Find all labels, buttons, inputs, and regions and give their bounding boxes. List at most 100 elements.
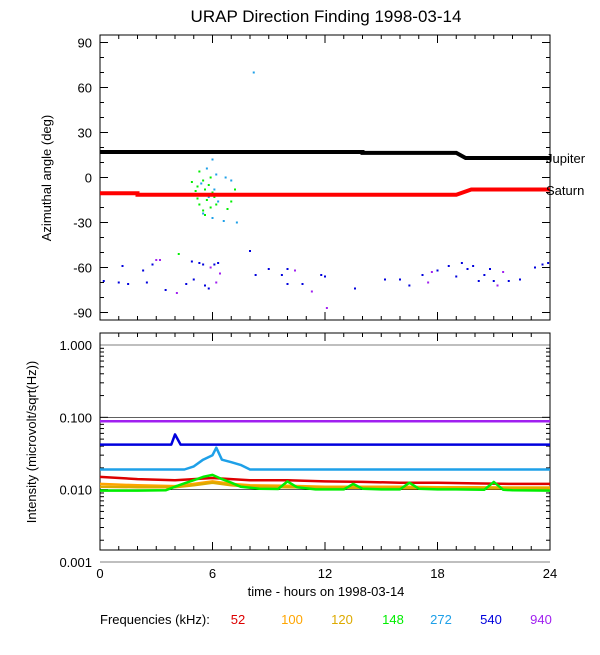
azimuth-point bbox=[460, 262, 463, 264]
legend-item-940: 940 bbox=[530, 612, 552, 627]
azimuth-point bbox=[267, 268, 270, 270]
azimuth-y-tick-label: 0 bbox=[85, 171, 92, 186]
azimuth-point bbox=[286, 268, 289, 270]
azimuth-point bbox=[217, 262, 220, 264]
azimuth-point bbox=[507, 280, 510, 282]
intensity-panel: 1.000 0.100 0.010 0.001 0 6 12 18 24 Intensity … bbox=[24, 332, 557, 599]
azimuth-point bbox=[320, 274, 323, 276]
x-axis-label: time - hours on 1998-03-14 bbox=[248, 584, 405, 599]
azimuth-y-tick-label: -30 bbox=[73, 216, 92, 231]
x-tick-label: 12 bbox=[318, 566, 332, 581]
legend-item-100: 100 bbox=[281, 612, 303, 627]
azimuth-point bbox=[185, 283, 188, 285]
azimuth-point bbox=[430, 271, 433, 273]
azimuth-point bbox=[436, 269, 439, 272]
azimuth-point bbox=[204, 284, 206, 287]
intensity-y-ticks: 1.000 0.100 0.010 0.001 bbox=[59, 338, 550, 570]
azimuth-point bbox=[155, 259, 158, 261]
azimuth-point bbox=[202, 179, 205, 182]
azimuth-point bbox=[121, 265, 124, 267]
azimuth-point bbox=[235, 221, 238, 224]
azimuth-point bbox=[204, 214, 206, 216]
azimuth-point bbox=[447, 265, 450, 267]
azimuth-point bbox=[205, 167, 208, 170]
azimuth-point bbox=[175, 292, 178, 294]
azimuth-point bbox=[325, 307, 328, 309]
azimuth-point bbox=[196, 185, 199, 188]
azimuth-point bbox=[145, 281, 148, 284]
azimuth-point bbox=[534, 266, 536, 269]
azimuth-point bbox=[213, 196, 216, 198]
legend-items: 52 100 120 148 272 540 940 bbox=[231, 612, 552, 627]
azimuth-point bbox=[421, 274, 424, 276]
azimuth-point bbox=[213, 188, 216, 191]
intensity-x-ticks: 0 6 12 18 24 bbox=[96, 333, 557, 581]
azimuth-point bbox=[301, 283, 304, 285]
azimuth-point bbox=[519, 278, 521, 281]
azimuth-y-ticks: 90 60 30 0 -30 -60 -90 bbox=[73, 36, 550, 321]
intensity-y-tick-label: 0.010 bbox=[59, 483, 92, 498]
azimuth-point bbox=[207, 287, 210, 290]
azimuth-point bbox=[249, 250, 251, 252]
azimuth-point bbox=[164, 289, 167, 291]
azimuth-x-ticks bbox=[99, 35, 551, 320]
azimuth-y-tick-label: -60 bbox=[73, 261, 92, 276]
azimuth-point bbox=[211, 217, 214, 219]
x-tick-label: 18 bbox=[430, 566, 444, 581]
azimuth-point bbox=[399, 278, 401, 281]
azimuth-point bbox=[294, 269, 296, 272]
azimuth-point bbox=[198, 203, 201, 206]
chart-title: URAP Direction Finding 1998-03-14 bbox=[191, 7, 462, 26]
azimuth-point bbox=[198, 262, 201, 264]
azimuth-point bbox=[215, 173, 218, 176]
legend-item-52: 52 bbox=[231, 612, 245, 627]
azimuth-point bbox=[215, 281, 218, 284]
series-272-khz bbox=[100, 446, 550, 471]
azimuth-point bbox=[213, 263, 216, 266]
azimuth-point bbox=[196, 197, 199, 200]
azimuth-point bbox=[427, 281, 430, 284]
legend-item-540: 540 bbox=[480, 612, 502, 627]
azimuth-point bbox=[202, 212, 205, 215]
azimuth-point bbox=[492, 280, 495, 282]
azimuth-point bbox=[234, 188, 236, 191]
azimuth-point bbox=[102, 280, 105, 282]
azimuth-point bbox=[219, 272, 221, 275]
azimuth-point bbox=[354, 287, 356, 290]
frequency-legend: Frequencies (kHz): 52 100 120 148 272 540 940 bbox=[100, 612, 552, 627]
azimuth-point bbox=[547, 262, 550, 264]
intensity-grid bbox=[100, 344, 550, 563]
azimuth-point bbox=[194, 190, 197, 192]
azimuth-point bbox=[483, 274, 486, 276]
azimuth-panel: 90 60 30 0 -30 -60 -90 Jupiter Saturn Azimutha… bbox=[39, 34, 586, 321]
azimuth-point bbox=[192, 278, 195, 281]
saturn-line bbox=[100, 187, 550, 197]
azimuth-point bbox=[230, 179, 233, 182]
azimuth-point bbox=[209, 266, 212, 269]
azimuth-point bbox=[252, 71, 255, 74]
azimuth-point bbox=[472, 265, 475, 267]
azimuth-point bbox=[209, 206, 212, 209]
azimuth-point bbox=[151, 263, 154, 266]
azimuth-y-tick-label: 90 bbox=[78, 36, 92, 51]
x-tick-label: 0 bbox=[96, 566, 103, 581]
azimuth-point bbox=[230, 200, 233, 203]
azimuth-point bbox=[204, 188, 206, 191]
azimuth-point bbox=[226, 208, 229, 210]
azimuth-points bbox=[102, 71, 550, 309]
azimuth-point bbox=[217, 200, 220, 203]
azimuth-point bbox=[215, 203, 218, 206]
azimuth-point bbox=[384, 278, 386, 281]
azimuth-point bbox=[117, 281, 120, 284]
azimuth-point bbox=[200, 182, 203, 185]
azimuth-point bbox=[142, 269, 145, 272]
azimuth-y-axis-label: Azimuthal angle (deg) bbox=[39, 115, 54, 241]
azimuth-point bbox=[496, 284, 499, 287]
jupiter-label: Jupiter bbox=[546, 151, 586, 166]
azimuth-point bbox=[408, 284, 411, 287]
azimuth-point bbox=[205, 199, 208, 201]
azimuth-point bbox=[211, 158, 214, 161]
planet-lines bbox=[100, 150, 550, 197]
intensity-series bbox=[99, 420, 551, 492]
intensity-y-tick-label: 1.000 bbox=[59, 338, 92, 353]
